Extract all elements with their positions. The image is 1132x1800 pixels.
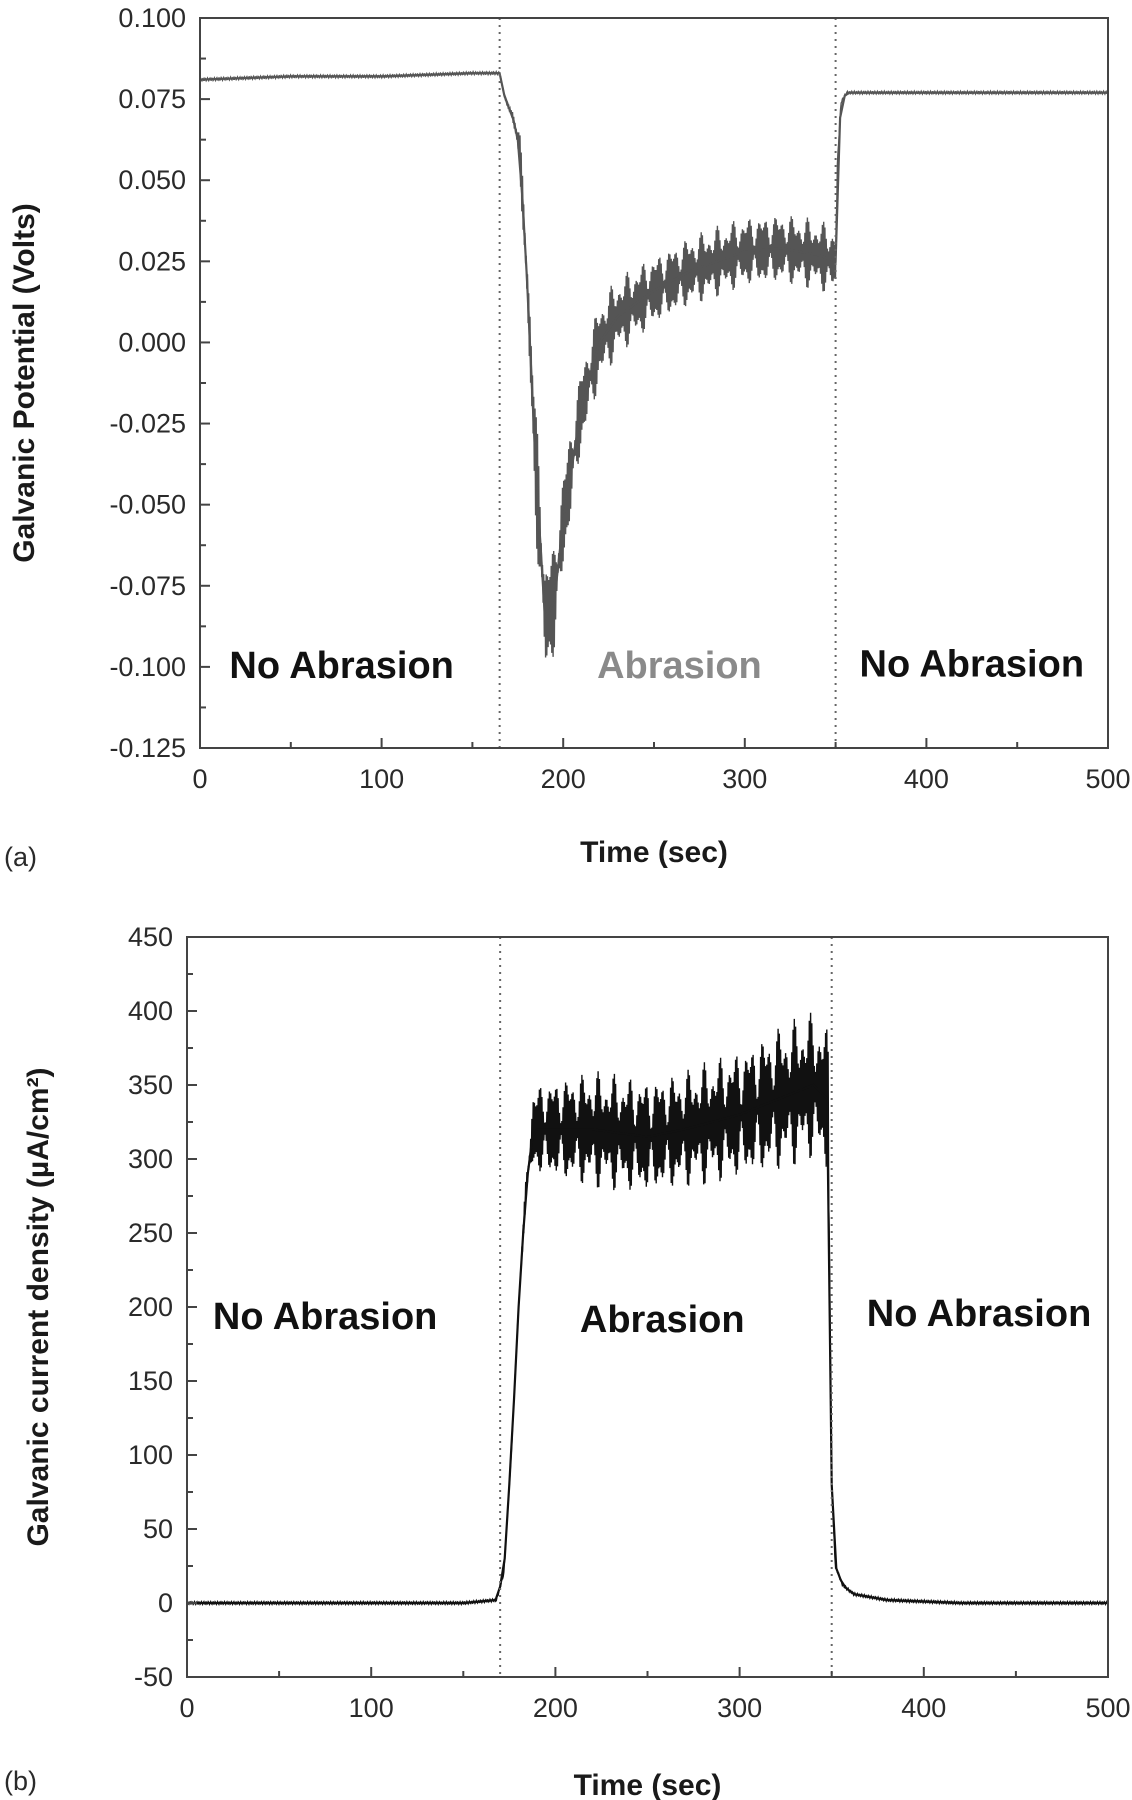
x-tick-label: 100 — [349, 1693, 394, 1723]
y-tick-label: 0 — [158, 1588, 173, 1618]
y-tick-label: 0.000 — [118, 327, 186, 357]
data-series-band — [199, 69, 1109, 658]
y-tick-label: 350 — [128, 1070, 173, 1100]
x-tick-label: 200 — [541, 764, 586, 794]
data-series-line — [199, 72, 1108, 622]
x-tick-label: 100 — [359, 764, 404, 794]
x-tick-label: 0 — [179, 1693, 194, 1723]
y-tick-label: -0.125 — [109, 733, 186, 763]
y-tick-label: -0.100 — [109, 652, 186, 682]
x-tick-label: 200 — [533, 1693, 578, 1723]
y-tick-label: 150 — [128, 1366, 173, 1396]
panel-b: No Abrasion Abrasion No Abrasion 0 100 200 30… — [4, 922, 1131, 1800]
y-tick-label: -50 — [134, 1662, 173, 1692]
x-tick-label: 300 — [722, 764, 767, 794]
region-label: No Abrasion — [860, 644, 1085, 686]
y-tick-label: 100 — [128, 1440, 173, 1470]
y-tick-label: 200 — [128, 1292, 173, 1322]
y-tick-label: 250 — [128, 1218, 173, 1248]
x-tick-label: 400 — [901, 1693, 946, 1723]
data-series-line — [187, 1083, 1108, 1605]
panel-label-b: (b) — [4, 1766, 37, 1796]
y-tick-label: -0.025 — [109, 409, 186, 439]
y-tick-label: -0.050 — [109, 490, 186, 520]
y-tick-label: 0.100 — [118, 3, 186, 33]
x-tick-label: 500 — [1085, 764, 1130, 794]
x-tick-label: 500 — [1085, 1693, 1130, 1723]
x-tick-label: 0 — [192, 764, 207, 794]
region-label: No Abrasion — [229, 645, 454, 687]
y-tick-label: -0.075 — [109, 571, 186, 601]
y-tick-label: 0.075 — [118, 84, 186, 114]
x-tick-label: 400 — [904, 764, 949, 794]
y-tick-label: 50 — [143, 1514, 173, 1544]
x-axis-title-a: Time (sec) — [580, 836, 728, 869]
y-tick-label: 300 — [128, 1144, 173, 1174]
region-label: Abrasion — [580, 1299, 745, 1341]
y-axis-title-a: Galvanic Potential (Volts) — [8, 203, 41, 563]
y-tick-label: 0.025 — [118, 246, 186, 276]
region-label: No Abrasion — [213, 1296, 438, 1338]
panel-label-a: (a) — [4, 842, 37, 872]
x-axis-title-b: Time (sec) — [574, 1769, 722, 1800]
y-tick-label: 0.050 — [118, 165, 186, 195]
panel-a: No Abrasion Abrasion No Abrasion 0 100 200 30… — [4, 3, 1131, 872]
y-tick-label: 450 — [128, 922, 173, 952]
region-label: Abrasion — [597, 645, 762, 687]
region-label: No Abrasion — [867, 1293, 1092, 1335]
plot-frame-a — [199, 17, 1109, 749]
y-axis-title-b: Galvanic current density (µA/cm²) — [22, 1067, 55, 1546]
y-tick-label: 400 — [128, 996, 173, 1026]
x-tick-label: 300 — [717, 1693, 762, 1723]
